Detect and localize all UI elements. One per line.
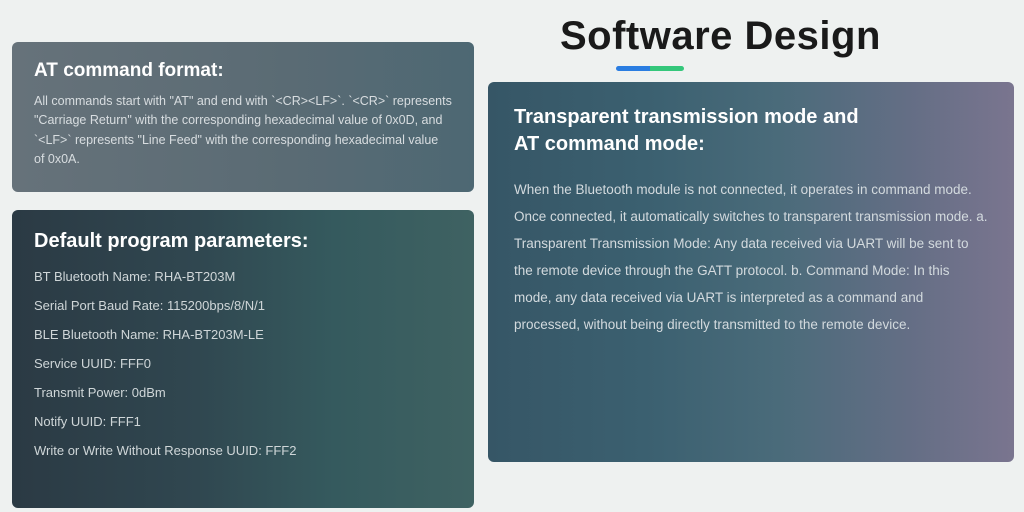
page-title: Software Design <box>560 14 881 59</box>
default-params-card: Default program parameters: BT Bluetooth… <box>12 210 474 508</box>
trans-heading-line2: AT command mode: <box>514 133 705 155</box>
param-item: Serial Port Baud Rate: 115200bps/8/N/1 <box>34 298 452 313</box>
at-command-card: AT command format: All commands start wi… <box>12 42 474 192</box>
param-item: BT Bluetooth Name: RHA-BT203M <box>34 269 452 284</box>
trans-card-body: When the Bluetooth module is not connect… <box>514 176 988 338</box>
param-item: BLE Bluetooth Name: RHA-BT203M-LE <box>34 327 452 342</box>
at-card-heading: AT command format: <box>34 60 452 82</box>
transmission-mode-card: Transparent transmission mode and AT com… <box>488 82 1014 462</box>
param-item: Notify UUID: FFF1 <box>34 414 452 429</box>
title-underline <box>616 66 684 71</box>
at-card-body: All commands start with "AT" and end wit… <box>34 92 452 170</box>
default-card-heading: Default program parameters: <box>34 228 452 255</box>
trans-card-heading: Transparent transmission mode and AT com… <box>514 104 988 158</box>
param-list: BT Bluetooth Name: RHA-BT203M Serial Por… <box>34 269 452 458</box>
param-item: Transmit Power: 0dBm <box>34 385 452 400</box>
param-item: Service UUID: FFF0 <box>34 356 452 371</box>
param-item: Write or Write Without Response UUID: FF… <box>34 443 452 458</box>
trans-heading-line1: Transparent transmission mode and <box>514 106 859 128</box>
